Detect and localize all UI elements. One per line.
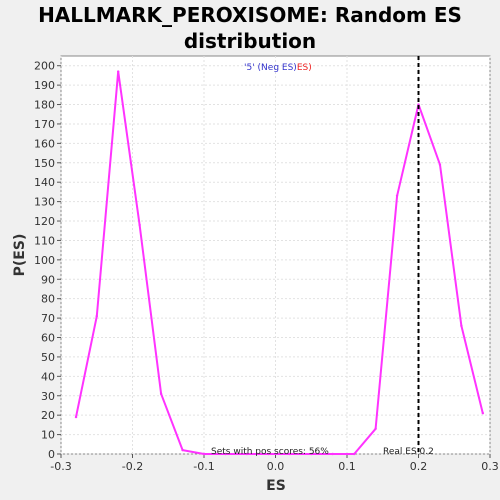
chart-title-line-1: HALLMARK_PEROXISOME: Random ES <box>38 3 462 27</box>
y-tick-label: 190 <box>34 79 55 92</box>
data-point <box>245 452 249 456</box>
data-point <box>117 70 120 73</box>
data-point <box>267 452 270 456</box>
data-point <box>138 223 141 227</box>
y-axis-ticks: 0 10 20 30 40 50 60 70 80 90 100 110 120 130 140 150 160… <box>34 60 61 461</box>
x-tick-label: -0.2 <box>122 460 143 473</box>
real-es-annotation: Real ES 0.2 <box>383 447 434 457</box>
y-tick-label: 90 <box>41 273 55 286</box>
series-group <box>74 70 485 456</box>
y-tick-label: 130 <box>34 196 55 209</box>
data-point <box>159 392 163 396</box>
legend: '5' (Neg ES)ES) <box>244 63 312 73</box>
data-point <box>74 415 78 419</box>
y-tick-label: 200 <box>34 60 55 73</box>
data-point <box>181 448 184 452</box>
y-tick-label: 100 <box>34 254 55 267</box>
y-tick-label: 70 <box>41 312 55 325</box>
x-tick-label: 0.2 <box>410 460 428 473</box>
data-point <box>224 452 227 456</box>
y-axis-label: P(ES) <box>12 234 28 277</box>
data-point <box>331 452 334 456</box>
x-tick-label: 0.3 <box>481 460 499 473</box>
data-point <box>202 452 206 456</box>
data-point <box>481 412 485 415</box>
x-tick-label: -0.3 <box>50 460 71 473</box>
y-tick-label: 0 <box>48 448 55 461</box>
y-tick-label: 10 <box>41 429 55 442</box>
legend-es: ES) <box>297 63 312 73</box>
data-point <box>395 194 399 197</box>
data-point <box>352 452 356 456</box>
y-tick-label: 40 <box>41 370 55 383</box>
data-point <box>288 452 291 456</box>
data-point <box>374 427 377 430</box>
y-tick-label: 50 <box>41 351 55 364</box>
x-tick-label: -0.1 <box>193 460 214 473</box>
x-axis-ticks: -0.3 -0.2 -0.1 0.0 0.1 0.2 0.3 <box>50 454 499 473</box>
y-tick-label: 120 <box>34 215 55 228</box>
y-tick-label: 30 <box>41 390 55 403</box>
y-tick-label: 150 <box>34 157 55 170</box>
x-axis-label: ES <box>266 478 286 494</box>
series-line <box>75 70 484 455</box>
x-tick-label: 0.0 <box>267 460 285 473</box>
y-tick-label: 140 <box>34 176 55 189</box>
legend-neg-es: '5' (Neg ES) <box>244 63 297 73</box>
y-tick-label: 60 <box>41 332 55 345</box>
y-tick-label: 180 <box>34 99 55 112</box>
chart-title: HALLMARK_PEROXISOME: Random ES distribut… <box>0 2 500 54</box>
pos-scores-annotation: Sets with pos scores: 56% <box>211 447 329 457</box>
data-point <box>95 314 98 318</box>
y-tick-label: 20 <box>41 409 55 422</box>
y-tick-label: 80 <box>41 293 55 306</box>
chart-title-line-2: distribution <box>183 29 317 53</box>
y-tick-label: 160 <box>34 137 55 150</box>
data-point <box>460 324 463 328</box>
x-tick-label: 0.1 <box>338 460 356 473</box>
data-point <box>438 163 442 166</box>
y-tick-label: 110 <box>34 234 55 247</box>
y-tick-label: 170 <box>34 118 55 131</box>
data-point <box>310 452 313 456</box>
